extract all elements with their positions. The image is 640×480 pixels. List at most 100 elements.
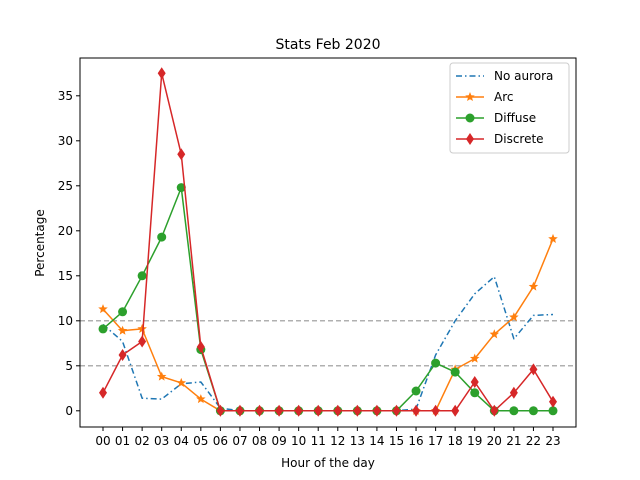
y-axis: 0 5 10 15 20 25 30 35 (58, 89, 80, 418)
data-point-discrete (99, 386, 107, 399)
y-tick-label: 15 (58, 269, 73, 283)
legend-marker-diffuse (465, 113, 475, 123)
data-point-discrete (275, 404, 284, 417)
y-tick-label: 5 (65, 359, 73, 373)
x-axis: 00 01 02 03 04 05 06 07 08 09 10 11 12 13 14 15 16 17 18 19… (95, 427, 561, 448)
data-point-diffuse (509, 406, 519, 416)
data-point-diffuse (411, 386, 421, 396)
data-point-discrete (470, 376, 479, 388)
y-tick-label: 30 (58, 134, 73, 148)
data-point-discrete (509, 386, 518, 399)
x-tick-label: 17 (428, 434, 443, 448)
data-point-discrete (177, 148, 186, 161)
data-point-discrete (118, 349, 127, 361)
series-line-no-aurora (102, 275, 554, 412)
data-point-diffuse (157, 232, 167, 242)
data-point-discrete (490, 404, 499, 417)
x-axis-label: Hour of the day (281, 456, 375, 470)
data-point-arc (196, 394, 206, 404)
data-point-diffuse (450, 367, 460, 377)
data-point-arc (509, 312, 519, 322)
x-tick-label: 12 (330, 434, 345, 448)
data-point-discrete (255, 404, 264, 417)
x-tick-label: 13 (350, 434, 365, 448)
x-tick-label: 05 (193, 434, 208, 448)
data-point-discrete (138, 335, 147, 348)
data-point-diffuse (137, 271, 147, 281)
x-tick-label: 07 (232, 434, 247, 448)
x-tick-label: 01 (115, 434, 130, 448)
legend-marker-discrete (466, 133, 474, 145)
x-tick-label: 18 (448, 434, 463, 448)
data-point-discrete (216, 404, 225, 417)
plot-frame (79, 57, 577, 428)
data-point-discrete (314, 404, 323, 417)
data-point-diffuse (548, 406, 558, 416)
data-point-arc (548, 233, 558, 243)
legend: No aurora Arc Diffuse Discrete (449, 62, 570, 154)
data-point-discrete (157, 67, 166, 80)
data-point-diffuse (118, 307, 128, 317)
x-tick-label: 22 (526, 434, 541, 448)
series-line-arc (102, 238, 554, 412)
x-tick-label: 04 (174, 434, 189, 448)
data-point-arc (156, 371, 167, 381)
legend-marker-arc (465, 92, 475, 102)
y-tick-label: 25 (58, 179, 73, 193)
data-point-arc (117, 325, 128, 335)
x-tick-label: 09 (271, 434, 286, 448)
legend-label-diffuse: Diffuse (494, 111, 536, 125)
x-tick-label: 02 (134, 434, 149, 448)
data-point-discrete (294, 404, 303, 417)
x-tick-label: 20 (487, 434, 502, 448)
data-point-discrete (529, 363, 538, 376)
x-tick-label: 03 (154, 434, 169, 448)
y-tick-label: 20 (58, 224, 73, 238)
data-point-discrete (353, 404, 362, 417)
x-tick-label: 21 (506, 434, 521, 448)
data-point-arc (489, 329, 500, 339)
legend-box (449, 62, 570, 154)
y-tick-label: 10 (58, 314, 73, 328)
data-point-arc (98, 304, 108, 314)
chart-title: Stats Feb 2020 (275, 37, 380, 53)
y-axis-label: Percentage (33, 209, 47, 277)
x-tick-label: 00 (95, 434, 110, 448)
series-line-diffuse (102, 186, 553, 412)
y-tick-label: 0 (65, 404, 73, 418)
series-diffuse (98, 183, 558, 416)
y-tick-label: 35 (58, 89, 73, 103)
legend-label-discrete: Discrete (494, 132, 544, 146)
x-tick-label: 23 (545, 434, 560, 448)
series-no-aurora (102, 275, 554, 412)
legend-label-no-aurora: No aurora (494, 69, 553, 83)
data-point-diffuse (470, 388, 480, 398)
data-point-discrete (451, 404, 460, 417)
x-tick-label: 16 (408, 434, 423, 448)
x-tick-label: 14 (369, 434, 384, 448)
data-point-discrete (372, 404, 381, 417)
series-line-discrete (102, 72, 554, 412)
data-point-diffuse (98, 324, 108, 334)
x-tick-label: 08 (252, 434, 267, 448)
data-point-discrete (412, 404, 421, 417)
data-point-discrete (235, 404, 244, 417)
data-point-discrete (333, 404, 342, 417)
data-point-arc (176, 377, 187, 387)
data-point-diffuse (431, 358, 441, 368)
series-arc (98, 233, 558, 415)
series-discrete (99, 67, 557, 417)
data-point-discrete (392, 404, 401, 417)
data-point-arc (528, 281, 539, 291)
reference-lines (80, 320, 576, 367)
x-tick-label: 15 (389, 434, 404, 448)
series-layer (98, 67, 558, 417)
data-point-diffuse (176, 183, 186, 193)
x-tick-label: 10 (291, 434, 306, 448)
data-point-diffuse (528, 406, 538, 416)
legend-label-arc: Arc (494, 90, 513, 104)
data-point-discrete (431, 404, 440, 417)
data-point-arc (469, 353, 480, 363)
data-point-arc (137, 323, 147, 333)
